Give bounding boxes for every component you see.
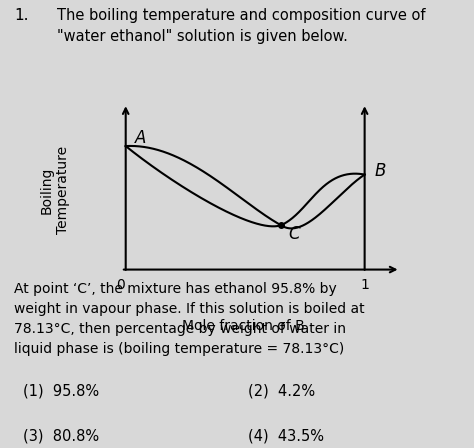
Text: 1: 1 <box>360 278 369 292</box>
Text: (2)  4.2%: (2) 4.2% <box>248 383 316 398</box>
Text: 1.: 1. <box>14 8 29 23</box>
Text: The boiling temperature and composition curve of
"water ethanol" solution is giv: The boiling temperature and composition … <box>57 8 425 44</box>
Text: A: A <box>135 129 146 147</box>
Text: (3)  80.8%: (3) 80.8% <box>23 429 100 444</box>
Text: 0: 0 <box>117 278 125 292</box>
Text: (1)  95.8%: (1) 95.8% <box>23 383 100 398</box>
Text: At point ‘C’, the mixture has ethanol 95.8% by
weight in vapour phase. If this s: At point ‘C’, the mixture has ethanol 95… <box>14 282 365 357</box>
Text: (4)  43.5%: (4) 43.5% <box>248 429 324 444</box>
Text: B: B <box>374 162 385 180</box>
Text: Boiling
Temperature: Boiling Temperature <box>40 146 70 234</box>
Text: C: C <box>288 225 300 243</box>
Text: Mole fraction of B: Mole fraction of B <box>182 319 304 333</box>
